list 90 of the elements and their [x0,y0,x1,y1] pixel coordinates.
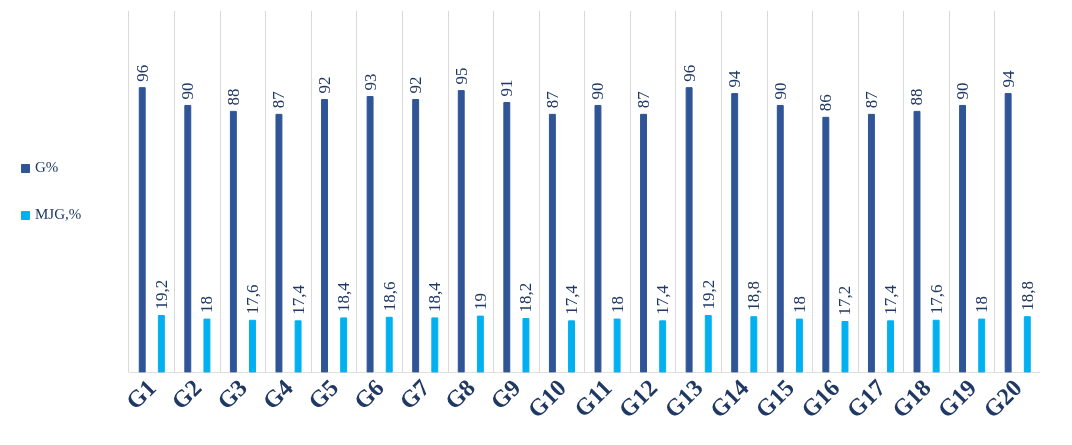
bar [750,316,758,373]
bar [704,315,712,373]
data-label: 90 [178,82,198,100]
legend-label: G% [35,159,59,176]
bar [978,318,986,373]
data-label: 86 [816,94,836,112]
x-tick-label: G6 [348,374,389,415]
data-label: 18 [607,296,627,314]
data-label: 94 [998,70,1018,88]
data-label: 17,4 [288,284,308,315]
bar [275,113,283,373]
x-tick-label: G7 [394,374,435,415]
data-label: 18,8 [744,280,764,311]
bar [157,315,165,373]
data-label: 17,6 [926,284,946,315]
bar [457,90,465,373]
bar [795,318,803,373]
bar [594,104,602,373]
data-label: 87 [861,90,881,109]
x-tick-label: G4 [257,374,298,415]
bar [1004,93,1012,373]
bar [731,93,739,373]
bar [959,104,967,373]
data-label: 18,8 [1017,280,1037,311]
data-label: 17,6 [243,284,262,315]
bar [385,316,393,373]
data-label: 19,2 [698,279,718,310]
data-label: 96 [132,64,152,82]
bar [229,110,237,373]
data-label: 18 [197,296,217,314]
bar [932,319,940,373]
bar [294,320,302,373]
bar [867,113,875,373]
bar [841,320,849,373]
bar [548,113,556,373]
bar [476,315,484,373]
data-label: 87 [634,90,654,109]
data-label: 95 [451,67,471,85]
data-label: 19,2 [151,279,171,310]
data-label: 18 [789,296,809,314]
bar [184,104,192,373]
legend-label: MJG,% [35,206,82,223]
data-label: 90 [588,82,608,100]
data-label: 18,6 [379,281,399,312]
bar [659,320,667,373]
bar [913,110,921,373]
data-label: 17,4 [653,284,673,315]
x-tick-label: G5 [303,374,344,415]
bar [366,96,374,373]
data-label: 96 [679,64,699,82]
bar [822,116,830,373]
x-tick-label: G2 [166,374,207,415]
bar [522,318,530,373]
data-label: 87 [269,90,289,109]
data-label: 18,4 [425,281,445,312]
data-label: 92 [406,76,426,94]
bar [887,320,895,373]
bar [685,87,693,373]
bar [503,101,511,373]
data-label: 90 [953,82,973,100]
data-label: 88 [907,88,927,106]
data-label: 94 [725,70,745,88]
data-label: 90 [770,82,790,100]
bar [776,104,784,373]
data-label: 18 [972,296,992,314]
data-label: 88 [223,88,243,106]
bar [1023,316,1031,373]
bar [249,319,256,373]
bar [613,318,621,373]
data-label: 18,2 [516,282,536,313]
bar [568,320,575,373]
bar [203,318,211,373]
data-label: 93 [360,73,380,91]
x-tick-label: G8 [439,374,480,415]
bar [412,99,420,373]
bar [431,317,439,373]
data-label: 19 [470,293,490,311]
data-label: 17,4 [881,284,901,315]
bar [138,87,146,373]
bar [340,317,348,373]
bar [321,99,328,373]
x-tick-label: G1 [120,374,161,415]
data-label: 92 [315,76,335,94]
bar [640,113,647,373]
data-label: 87 [542,90,562,109]
data-label: 91 [497,79,517,97]
data-label: 17,2 [835,285,855,316]
data-label: 18,4 [334,281,354,312]
x-tick-label: G3 [212,374,253,415]
data-label: 17,4 [562,284,582,315]
